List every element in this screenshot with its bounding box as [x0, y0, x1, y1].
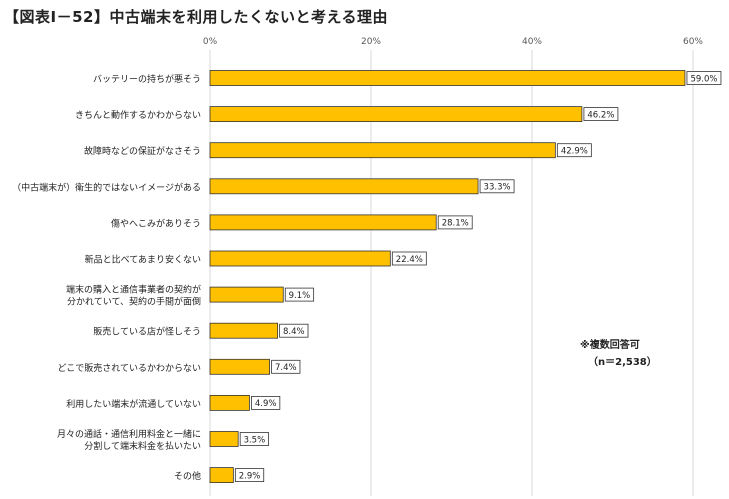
data-label: 42.9% [561, 147, 588, 157]
data-label: 33.3% [484, 183, 511, 193]
x-tick-label: 20% [361, 37, 381, 47]
annotation-multiple-answers: ※複数回答可 [580, 340, 640, 351]
data-label-box [583, 107, 619, 121]
bar [209, 142, 556, 159]
bar [209, 178, 479, 195]
x-tick-label: 60% [683, 37, 703, 47]
category-label: 販売している店が怪しそう [93, 326, 201, 338]
data-label: 7.4% [275, 363, 297, 373]
data-label: 9.1% [289, 291, 311, 301]
category-label: 分かれていて、契約の手間が面倒 [67, 296, 201, 308]
category-label: 分割して端末料金を払いたい [84, 440, 201, 452]
data-label: 4.9% [255, 399, 277, 409]
data-label-box [686, 71, 722, 85]
data-label-box [556, 143, 592, 158]
data-label-box [391, 251, 427, 266]
category-label: 利用したい端末が流通していない [66, 398, 201, 410]
category-label: 故障時などの保証がなさそう [84, 145, 201, 157]
bar [209, 322, 279, 339]
bar [209, 431, 239, 447]
data-label: 28.1% [442, 219, 469, 229]
category-label: どこで販売されているかわからない [58, 362, 201, 374]
data-label-box [479, 179, 515, 194]
category-label: （中古端末が）衛生的ではないイメージがある [12, 181, 201, 193]
data-label: 59.0% [690, 74, 717, 84]
data-label: 22.4% [396, 255, 423, 265]
chart-annotation: ※複数回答可 （n＝2,538） [580, 337, 657, 371]
category-label: 新品と比べてあまり安くない [85, 254, 201, 266]
category-label: 傷やへこみがありそう [111, 217, 201, 229]
data-label: 3.5% [244, 435, 266, 445]
data-label-box [234, 468, 265, 483]
bar [209, 70, 686, 86]
x-tick-label: 0% [203, 37, 218, 47]
data-label: 46.2% [587, 110, 614, 120]
chart-title: 【図表Ⅰ－52】中古端末を利用したくないと考える理由 [4, 8, 389, 26]
category-label: バッテリーの持ちが悪そう [93, 73, 201, 85]
data-label: 2.9% [239, 471, 261, 481]
category-label: きちんと動作するかわからない [75, 109, 201, 121]
data-label-box [251, 395, 281, 410]
bar [209, 358, 270, 375]
data-label-box [271, 359, 301, 374]
category-label: 端末の購入と通信事業者の契約が [66, 284, 201, 296]
category-label: 月々の通話・通信利用料金と一緒に [57, 428, 201, 440]
category-label: その他 [174, 470, 201, 482]
bar [209, 214, 437, 231]
annotation-sample-size: （n＝2,538） [588, 357, 657, 368]
bar [209, 467, 234, 484]
data-label: 8.4% [283, 327, 305, 337]
bar [209, 250, 391, 267]
bar [209, 106, 583, 122]
bar [209, 394, 250, 411]
data-label-box [239, 432, 269, 446]
x-tick-label: 40% [522, 37, 542, 47]
data-label-box [437, 215, 473, 230]
data-label-box [284, 287, 315, 302]
bar [209, 286, 284, 303]
data-label-box [279, 323, 309, 338]
